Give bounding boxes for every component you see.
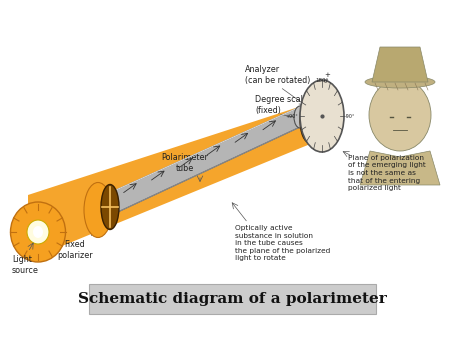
Polygon shape	[28, 100, 320, 260]
Text: Plane of polarization
of the emerging light
is not the same as
that of the enter: Plane of polarization of the emerging li…	[348, 155, 426, 191]
Ellipse shape	[98, 195, 112, 218]
Ellipse shape	[33, 226, 43, 238]
Text: Schematic diagram of a polarimeter: Schematic diagram of a polarimeter	[78, 292, 387, 306]
Text: 180°: 180°	[315, 78, 328, 83]
Text: Optically active
substance in solution
in the tube causes
the plane of the polar: Optically active substance in solution i…	[235, 225, 330, 261]
Text: Polarimeter
tube: Polarimeter tube	[162, 153, 209, 173]
Ellipse shape	[27, 220, 49, 244]
Ellipse shape	[101, 185, 119, 229]
Text: Degree scale
(fixed): Degree scale (fixed)	[255, 95, 308, 115]
Text: +: +	[324, 72, 330, 78]
Text: +90°: +90°	[285, 114, 298, 119]
Text: Analyzer
(can be rotated): Analyzer (can be rotated)	[245, 65, 310, 85]
Text: Light
source: Light source	[12, 255, 39, 275]
Text: 0°: 0°	[324, 79, 329, 84]
Ellipse shape	[300, 97, 320, 143]
FancyBboxPatch shape	[89, 284, 376, 314]
Ellipse shape	[300, 80, 344, 152]
Ellipse shape	[10, 202, 65, 262]
Polygon shape	[360, 151, 440, 185]
Ellipse shape	[369, 79, 431, 151]
Ellipse shape	[365, 76, 435, 88]
Polygon shape	[105, 107, 300, 218]
Text: Fixed
polarizer: Fixed polarizer	[57, 240, 93, 260]
Ellipse shape	[84, 182, 112, 237]
Ellipse shape	[294, 106, 306, 128]
Ellipse shape	[305, 89, 335, 141]
Polygon shape	[372, 47, 428, 82]
Text: -90°: -90°	[345, 114, 356, 119]
